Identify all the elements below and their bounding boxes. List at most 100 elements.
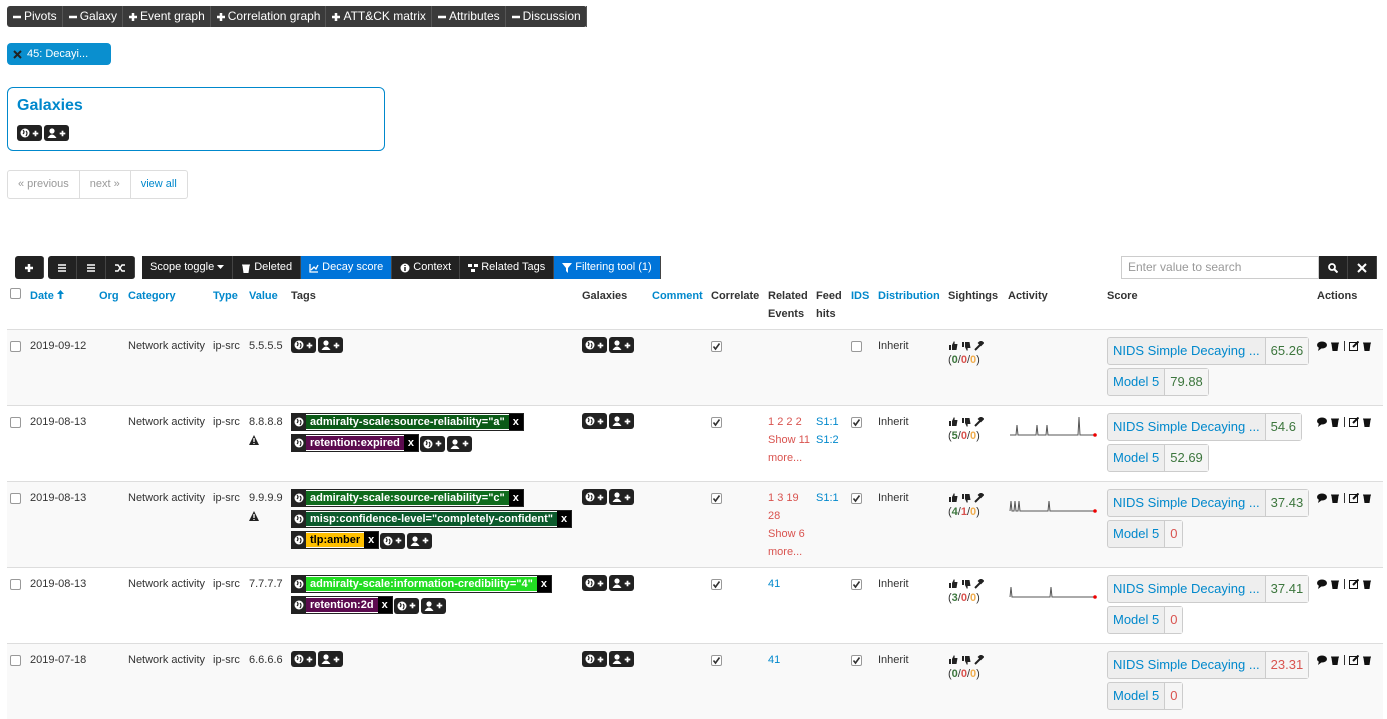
- column-header[interactable]: Category: [125, 281, 210, 330]
- add-user-button[interactable]: [407, 533, 432, 549]
- edit[interactable]: [1349, 417, 1359, 427]
- tab[interactable]: Discussion: [506, 6, 587, 27]
- thumb-down[interactable]: [961, 579, 971, 589]
- tag-remove[interactable]: x: [509, 490, 523, 506]
- tag[interactable]: admiralty-scale:information-credibility=…: [291, 575, 552, 593]
- tag-remove[interactable]: x: [404, 435, 418, 451]
- column-header[interactable]: Date: [27, 281, 96, 330]
- add-user-button[interactable]: [609, 575, 634, 591]
- checkbox[interactable]: [10, 655, 21, 666]
- discuss[interactable]: [1317, 417, 1327, 427]
- wrench[interactable]: [974, 417, 984, 427]
- checkbox[interactable]: [851, 341, 862, 352]
- add-globe-button[interactable]: [291, 651, 316, 667]
- thumb-down[interactable]: [961, 655, 971, 665]
- thumb-up[interactable]: [948, 579, 958, 589]
- thumb-down[interactable]: [961, 493, 971, 503]
- page-link[interactable]: view all: [131, 171, 187, 198]
- checkbox[interactable]: [851, 655, 862, 666]
- toolbar-button[interactable]: Scope toggle: [142, 256, 233, 279]
- add-globe-button[interactable]: [582, 575, 607, 591]
- tool-button[interactable]: [106, 256, 135, 279]
- checkbox[interactable]: [851, 417, 862, 428]
- tool-button[interactable]: [48, 256, 77, 279]
- related-event[interactable]: 28: [768, 510, 780, 522]
- page-link[interactable]: « previous: [8, 171, 80, 198]
- checkbox[interactable]: [711, 417, 722, 428]
- tag-remove[interactable]: x: [537, 576, 551, 592]
- tab[interactable]: Event graph: [123, 6, 211, 27]
- add-globe-button[interactable]: [394, 598, 419, 614]
- checkbox[interactable]: [711, 655, 722, 666]
- model-name[interactable]: Model 5: [1108, 607, 1164, 633]
- show-more[interactable]: Show 6 more...: [768, 525, 810, 561]
- add-user-button[interactable]: [318, 337, 343, 353]
- checkbox[interactable]: [851, 493, 862, 504]
- tool-button[interactable]: [77, 256, 106, 279]
- related-event[interactable]: 41: [768, 654, 780, 666]
- model-name[interactable]: Model 5: [1108, 445, 1164, 471]
- related-event[interactable]: 2: [786, 416, 792, 428]
- wrench[interactable]: [974, 579, 984, 589]
- add-globe-button[interactable]: [420, 436, 445, 452]
- related-event[interactable]: 19: [786, 492, 798, 504]
- thumb-up[interactable]: [948, 655, 958, 665]
- checkbox[interactable]: [711, 341, 722, 352]
- toolbar-button[interactable]: Related Tags: [460, 256, 554, 279]
- model-name[interactable]: Model 5: [1108, 369, 1164, 395]
- related-event[interactable]: 41: [768, 578, 780, 590]
- edit[interactable]: [1349, 579, 1359, 589]
- edit[interactable]: [1349, 341, 1359, 351]
- column-header[interactable]: Value: [246, 281, 288, 330]
- checkbox[interactable]: [10, 493, 21, 504]
- model-name[interactable]: NIDS Simple Decaying ...: [1108, 414, 1265, 440]
- edit[interactable]: [1349, 493, 1359, 503]
- add-globe-button[interactable]: [582, 651, 607, 667]
- related-event[interactable]: 2: [777, 416, 783, 428]
- search-button[interactable]: [1348, 256, 1377, 279]
- add-globe-button[interactable]: [582, 413, 607, 429]
- tab[interactable]: Correlation graph: [211, 6, 327, 27]
- discuss[interactable]: [1317, 655, 1327, 665]
- tab[interactable]: Galaxy: [63, 6, 123, 27]
- checkbox[interactable]: [851, 579, 862, 590]
- discuss[interactable]: [1317, 493, 1327, 503]
- tag[interactable]: admiralty-scale:source-reliability="a"x: [291, 413, 524, 431]
- add-user-button[interactable]: [609, 651, 634, 667]
- toolbar-button[interactable]: Deleted: [233, 256, 301, 279]
- tag[interactable]: admiralty-scale:source-reliability="c"x: [291, 489, 524, 507]
- tag-remove[interactable]: x: [557, 511, 571, 527]
- add-user-button[interactable]: [447, 436, 472, 452]
- add-user-button[interactable]: [609, 489, 634, 505]
- checkbox[interactable]: [10, 341, 21, 352]
- add-globe-button[interactable]: [582, 489, 607, 505]
- feed-hit[interactable]: S1:2: [816, 431, 845, 449]
- add-globe-button[interactable]: [17, 125, 42, 141]
- discuss[interactable]: [1317, 341, 1327, 351]
- add-user-button[interactable]: [609, 413, 634, 429]
- tag[interactable]: misp:confidence-level="completely-confid…: [291, 510, 572, 528]
- edit[interactable]: [1349, 655, 1359, 665]
- model-name[interactable]: Model 5: [1108, 521, 1164, 547]
- tag-remove[interactable]: x: [378, 597, 392, 613]
- tab[interactable]: Attributes: [432, 6, 506, 27]
- thumb-up[interactable]: [948, 493, 958, 503]
- related-event[interactable]: 1: [768, 492, 774, 504]
- column-header[interactable]: Distribution: [875, 281, 945, 330]
- wrench[interactable]: [974, 655, 984, 665]
- pivot[interactable]: 45: Decayi...: [7, 43, 111, 65]
- discuss[interactable]: [1317, 579, 1327, 589]
- model-name[interactable]: NIDS Simple Decaying ...: [1108, 338, 1265, 364]
- model-name[interactable]: Model 5: [1108, 683, 1164, 709]
- checkbox[interactable]: [711, 493, 722, 504]
- tab[interactable]: ATT&CK matrix: [326, 6, 431, 27]
- checkbox[interactable]: [10, 417, 21, 428]
- checkbox[interactable]: [10, 579, 21, 590]
- model-name[interactable]: NIDS Simple Decaying ...: [1108, 652, 1265, 678]
- checkbox[interactable]: [711, 579, 722, 590]
- model-name[interactable]: NIDS Simple Decaying ...: [1108, 576, 1265, 602]
- add-globe-button[interactable]: [380, 533, 405, 549]
